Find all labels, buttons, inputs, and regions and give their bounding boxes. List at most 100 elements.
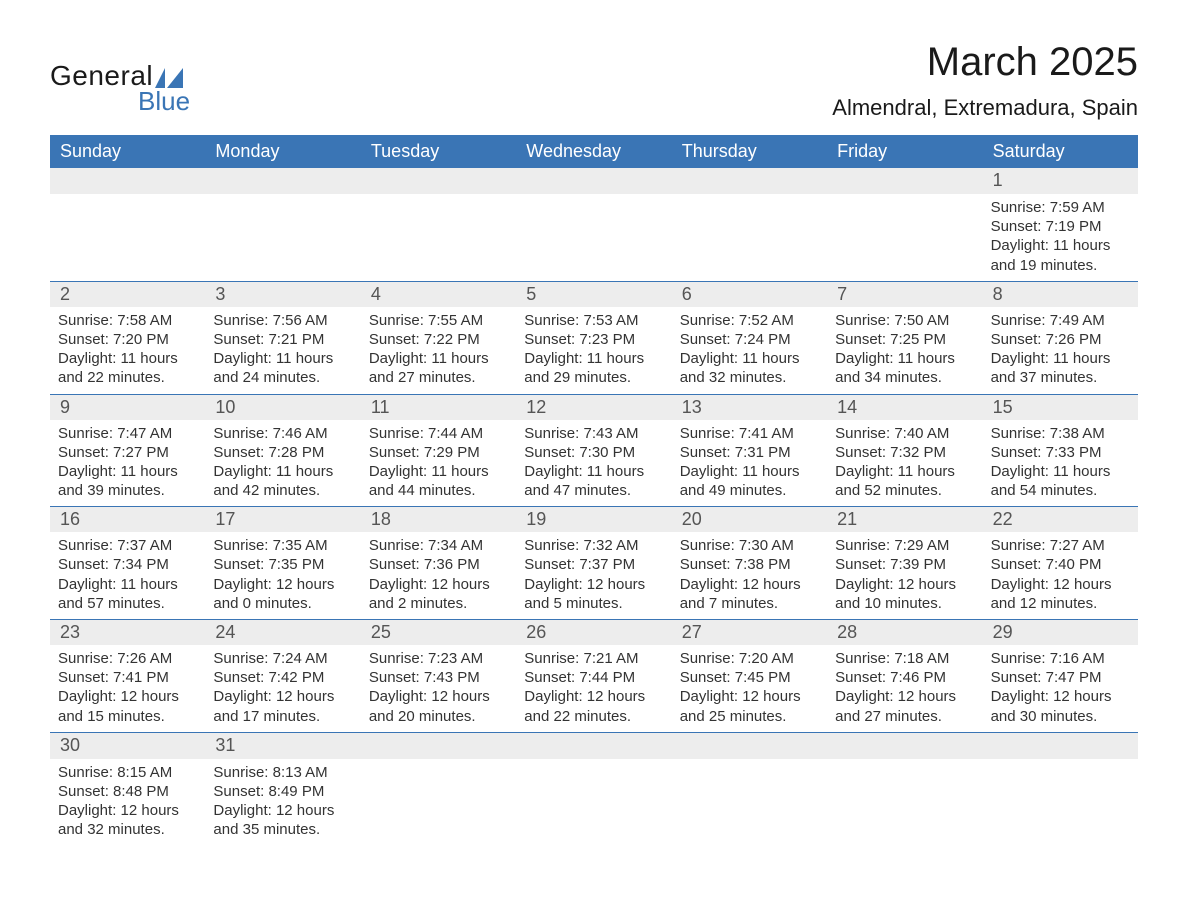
day-header-thursday: Thursday <box>672 135 827 168</box>
daylight-line1: Daylight: 12 hours <box>213 687 352 706</box>
day-cell: Sunrise: 7:59 AMSunset: 7:19 PMDaylight:… <box>983 194 1138 281</box>
sunset-text: Sunset: 7:31 PM <box>680 443 819 462</box>
daylight-line1: Daylight: 12 hours <box>369 575 508 594</box>
sunrise-text: Sunrise: 7:44 AM <box>369 424 508 443</box>
sunrise-text: Sunrise: 7:52 AM <box>680 311 819 330</box>
day-cell: Sunrise: 7:34 AMSunset: 7:36 PMDaylight:… <box>361 532 516 619</box>
sunrise-text: Sunrise: 7:58 AM <box>58 311 197 330</box>
empty-cell <box>983 759 1138 846</box>
day-cell: Sunrise: 7:41 AMSunset: 7:31 PMDaylight:… <box>672 420 827 507</box>
sunrise-text: Sunrise: 7:55 AM <box>369 311 508 330</box>
daylight-line2: and 32 minutes. <box>680 368 819 387</box>
day-cell: Sunrise: 7:55 AMSunset: 7:22 PMDaylight:… <box>361 307 516 394</box>
daylight-line1: Daylight: 11 hours <box>58 462 197 481</box>
daylight-line1: Daylight: 12 hours <box>680 687 819 706</box>
day-cell: Sunrise: 8:13 AMSunset: 8:49 PMDaylight:… <box>205 759 360 846</box>
daylight-line2: and 57 minutes. <box>58 594 197 613</box>
day-cell: Sunrise: 7:27 AMSunset: 7:40 PMDaylight:… <box>983 532 1138 619</box>
day-cell: Sunrise: 7:37 AMSunset: 7:34 PMDaylight:… <box>50 532 205 619</box>
daylight-line2: and 52 minutes. <box>835 481 974 500</box>
daylight-line2: and 29 minutes. <box>524 368 663 387</box>
sunrise-text: Sunrise: 7:37 AM <box>58 536 197 555</box>
day-number: 19 <box>516 507 671 532</box>
day-number: 29 <box>983 620 1138 645</box>
daylight-line1: Daylight: 11 hours <box>680 462 819 481</box>
daylight-line2: and 27 minutes. <box>835 707 974 726</box>
daylight-line2: and 5 minutes. <box>524 594 663 613</box>
day-number: 1 <box>983 168 1138 194</box>
sunrise-text: Sunrise: 7:38 AM <box>991 424 1130 443</box>
sunset-text: Sunset: 7:24 PM <box>680 330 819 349</box>
brand-logo: General Blue <box>50 60 190 117</box>
empty-cell <box>516 759 671 846</box>
location-subtitle: Almendral, Extremadura, Spain <box>832 95 1138 121</box>
sunrise-text: Sunrise: 7:56 AM <box>213 311 352 330</box>
day-number: 10 <box>205 395 360 420</box>
empty-cell <box>672 733 827 759</box>
empty-cell <box>827 194 982 281</box>
day-number: 11 <box>361 395 516 420</box>
sunset-text: Sunset: 7:44 PM <box>524 668 663 687</box>
day-header-sunday: Sunday <box>50 135 205 168</box>
sunset-text: Sunset: 7:26 PM <box>991 330 1130 349</box>
day-number: 13 <box>672 395 827 420</box>
daylight-line1: Daylight: 11 hours <box>369 349 508 368</box>
sunrise-text: Sunrise: 7:16 AM <box>991 649 1130 668</box>
day-number: 20 <box>672 507 827 532</box>
empty-cell <box>361 759 516 846</box>
daylight-line2: and 30 minutes. <box>991 707 1130 726</box>
day-cell: Sunrise: 7:18 AMSunset: 7:46 PMDaylight:… <box>827 645 982 732</box>
day-cell: Sunrise: 7:16 AMSunset: 7:47 PMDaylight:… <box>983 645 1138 732</box>
daylight-line2: and 17 minutes. <box>213 707 352 726</box>
daylight-line2: and 27 minutes. <box>369 368 508 387</box>
sunset-text: Sunset: 7:33 PM <box>991 443 1130 462</box>
sunrise-text: Sunrise: 7:59 AM <box>991 198 1130 217</box>
empty-cell <box>827 733 982 759</box>
sunset-text: Sunset: 7:46 PM <box>835 668 974 687</box>
day-number: 7 <box>827 282 982 307</box>
day-cell: Sunrise: 7:40 AMSunset: 7:32 PMDaylight:… <box>827 420 982 507</box>
empty-cell <box>516 168 671 194</box>
daylight-line1: Daylight: 11 hours <box>58 575 197 594</box>
day-cell: Sunrise: 7:38 AMSunset: 7:33 PMDaylight:… <box>983 420 1138 507</box>
day-cell: Sunrise: 7:23 AMSunset: 7:43 PMDaylight:… <box>361 645 516 732</box>
daylight-line2: and 47 minutes. <box>524 481 663 500</box>
empty-cell <box>516 733 671 759</box>
sunrise-text: Sunrise: 7:29 AM <box>835 536 974 555</box>
day-number: 9 <box>50 395 205 420</box>
day-cell: Sunrise: 7:47 AMSunset: 7:27 PMDaylight:… <box>50 420 205 507</box>
day-cell: Sunrise: 7:46 AMSunset: 7:28 PMDaylight:… <box>205 420 360 507</box>
sunset-text: Sunset: 7:20 PM <box>58 330 197 349</box>
sunrise-text: Sunrise: 7:46 AM <box>213 424 352 443</box>
sunrise-text: Sunrise: 7:41 AM <box>680 424 819 443</box>
day-number: 2 <box>50 282 205 307</box>
day-number: 5 <box>516 282 671 307</box>
sunrise-text: Sunrise: 7:27 AM <box>991 536 1130 555</box>
sunset-text: Sunset: 7:45 PM <box>680 668 819 687</box>
day-number: 26 <box>516 620 671 645</box>
day-cell: Sunrise: 8:15 AMSunset: 8:48 PMDaylight:… <box>50 759 205 846</box>
daylight-line1: Daylight: 11 hours <box>991 349 1130 368</box>
day-cell: Sunrise: 7:20 AMSunset: 7:45 PMDaylight:… <box>672 645 827 732</box>
day-number: 17 <box>205 507 360 532</box>
daylight-line1: Daylight: 11 hours <box>991 462 1130 481</box>
daylight-line2: and 34 minutes. <box>835 368 974 387</box>
sunset-text: Sunset: 7:39 PM <box>835 555 974 574</box>
day-header-monday: Monday <box>205 135 360 168</box>
sunrise-text: Sunrise: 7:53 AM <box>524 311 663 330</box>
daylight-line2: and 7 minutes. <box>680 594 819 613</box>
sunrise-text: Sunrise: 8:13 AM <box>213 763 352 782</box>
empty-cell <box>983 733 1138 759</box>
day-cell: Sunrise: 7:24 AMSunset: 7:42 PMDaylight:… <box>205 645 360 732</box>
sunset-text: Sunset: 7:32 PM <box>835 443 974 462</box>
day-number: 16 <box>50 507 205 532</box>
sunset-text: Sunset: 7:42 PM <box>213 668 352 687</box>
daylight-line2: and 20 minutes. <box>369 707 508 726</box>
empty-cell <box>361 168 516 194</box>
day-number: 23 <box>50 620 205 645</box>
day-header-saturday: Saturday <box>983 135 1138 168</box>
sunrise-text: Sunrise: 7:40 AM <box>835 424 974 443</box>
sunrise-text: Sunrise: 7:20 AM <box>680 649 819 668</box>
sunset-text: Sunset: 7:35 PM <box>213 555 352 574</box>
daylight-line2: and 49 minutes. <box>680 481 819 500</box>
